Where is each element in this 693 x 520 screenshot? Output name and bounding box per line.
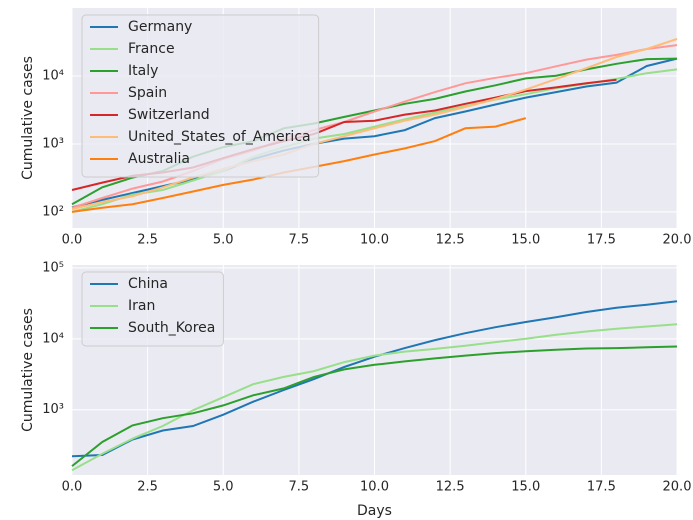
x-tick-label: 7.5: [289, 233, 310, 248]
x-tick-label: 15.0: [511, 480, 540, 495]
x-axis-label: Days: [357, 503, 392, 519]
legend-box: [81, 14, 320, 178]
x-tick-label: 15.0: [511, 233, 540, 248]
series-line: [71, 38, 678, 211]
y-axis-label: Cumulative cases: [20, 308, 36, 432]
legend-label: Iran: [128, 298, 155, 314]
x-tick-label: 7.5: [289, 480, 310, 495]
legend-label: Germany: [128, 19, 192, 35]
x-tick-label: 17.5: [587, 233, 616, 248]
y-tick-label: 10³: [42, 136, 64, 151]
x-tick-label: 2.5: [137, 233, 158, 248]
x-tick-label: 12.5: [436, 480, 465, 495]
y-axis-label: Cumulative cases: [20, 56, 36, 180]
y-tick-label: 10⁴: [42, 331, 64, 346]
legend: Germany France Italy Spain Switzerland United…: [81, 14, 320, 178]
legend-label: Italy: [128, 63, 158, 79]
legend-label: Australia: [128, 151, 190, 167]
x-tick-label: 0.0: [62, 233, 83, 248]
y-tick-label: 10²: [42, 204, 64, 219]
x-tick-label: 17.5: [587, 480, 616, 495]
y-tick-label: 10⁴: [42, 68, 64, 83]
legend-label: Switzerland: [128, 107, 210, 123]
x-tick-label: 0.0: [62, 480, 83, 495]
x-tick-label: 20.0: [663, 233, 692, 248]
x-tick-label: 5.0: [213, 480, 234, 495]
legend: China Iran South_Korea: [81, 271, 224, 347]
legend-label: Spain: [128, 85, 167, 101]
series-line: [71, 44, 678, 209]
x-tick-label: 2.5: [137, 480, 158, 495]
x-tick-label: 5.0: [213, 233, 234, 248]
legend-label: China: [128, 276, 168, 292]
x-tick-label: 20.0: [663, 480, 692, 495]
y-tick-label: 10³: [42, 402, 64, 417]
series-line: [71, 323, 678, 472]
x-tick-label: 12.5: [436, 233, 465, 248]
legend-label: South_Korea: [128, 320, 215, 336]
series-line: [71, 345, 678, 467]
x-tick-label: 10.0: [360, 480, 389, 495]
y-tick-label: 10⁵: [42, 260, 64, 275]
x-tick-label: 10.0: [360, 233, 389, 248]
legend-label: France: [128, 41, 175, 57]
legend-label: United_States_of_America: [128, 129, 311, 145]
series-line: [71, 300, 678, 458]
